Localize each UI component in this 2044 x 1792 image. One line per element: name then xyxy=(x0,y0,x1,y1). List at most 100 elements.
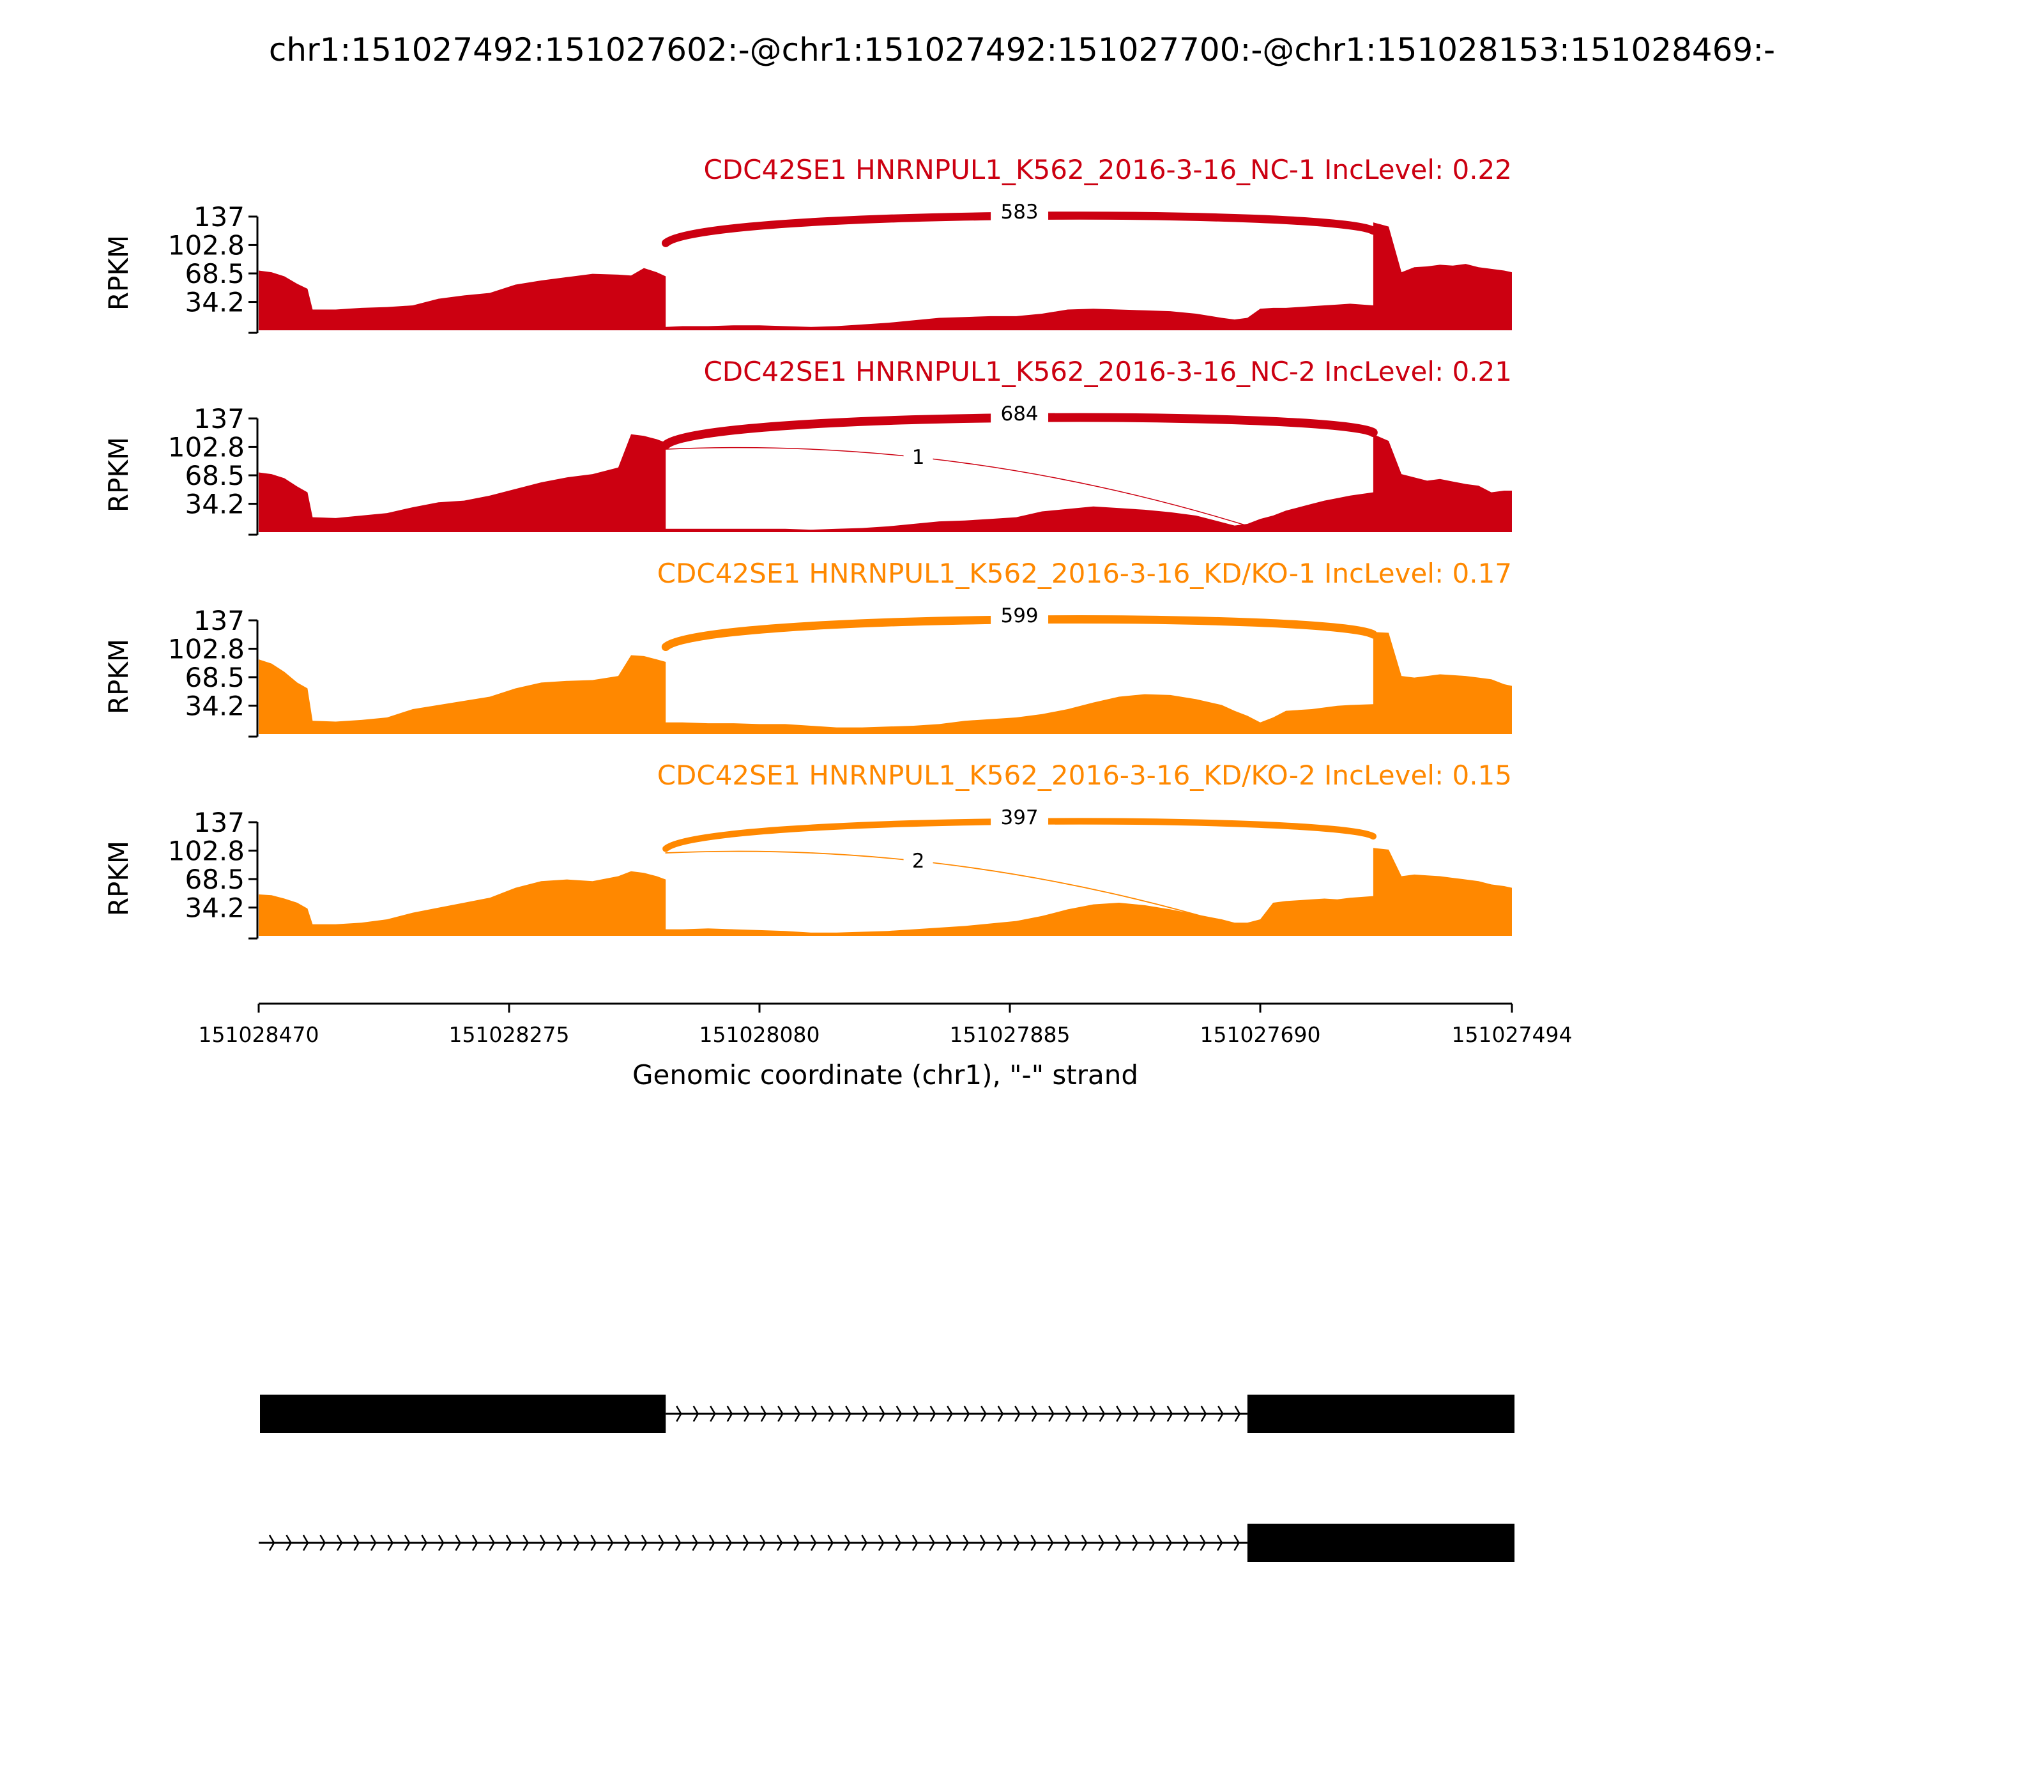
strand-arrow xyxy=(1013,1535,1020,1551)
isoform-2 xyxy=(259,1524,1515,1562)
strand-arrow xyxy=(302,1535,309,1551)
strand-arrow xyxy=(1014,1405,1021,1422)
y-tick-label: 137 xyxy=(194,807,245,838)
strand-arrow xyxy=(760,1405,767,1422)
strand-arrow xyxy=(710,1405,716,1422)
junction-label-bg xyxy=(991,807,1049,827)
strand-arrow xyxy=(336,1535,343,1551)
junction-arc xyxy=(665,447,1248,526)
strand-arrow xyxy=(692,1535,698,1551)
isoform-1 xyxy=(260,1395,1515,1433)
x-tick-label: 151028275 xyxy=(449,1022,570,1047)
strand-arrow xyxy=(675,1535,682,1551)
exon-block xyxy=(1247,1524,1515,1562)
strand-arrow xyxy=(997,1405,1004,1422)
junction-label-bg xyxy=(903,850,933,871)
strand-arrow xyxy=(522,1535,529,1551)
strand-arrow xyxy=(573,1535,580,1551)
strand-arrow xyxy=(556,1535,563,1551)
strand-arrow xyxy=(539,1535,546,1551)
strand-arrow xyxy=(759,1535,766,1551)
junction-count-label: 583 xyxy=(1000,201,1038,224)
strand-arrow xyxy=(895,1535,901,1551)
junction-label-bg xyxy=(991,403,1049,424)
strand-arrow xyxy=(979,1535,986,1551)
strand-arrow xyxy=(370,1535,377,1551)
y-tick-label: 137 xyxy=(194,403,245,434)
strand-arrow xyxy=(658,1535,664,1551)
junction-count-label: 599 xyxy=(1000,604,1038,627)
strand-arrow xyxy=(929,1405,936,1422)
strand-arrow xyxy=(896,1405,903,1422)
y-tick-label: 34.2 xyxy=(185,489,245,520)
y-tick-label: 68.5 xyxy=(185,460,245,491)
coverage-area-3 xyxy=(259,632,1512,734)
y-tick-label: 102.8 xyxy=(168,633,245,664)
strand-arrow xyxy=(744,1405,750,1422)
x-tick-label: 151027690 xyxy=(1200,1022,1321,1047)
strand-arrow xyxy=(776,1535,783,1551)
strand-arrow xyxy=(708,1535,715,1551)
strand-arrow xyxy=(1048,1405,1055,1422)
y-tick-label: 34.2 xyxy=(185,691,245,722)
strand-arrow xyxy=(471,1535,478,1551)
exon-block xyxy=(1247,1395,1515,1433)
strand-arrow xyxy=(879,1405,885,1422)
x-tick-label: 151028080 xyxy=(699,1022,820,1047)
x-axis-label: Genomic coordinate (chr1), "-" strand xyxy=(632,1059,1138,1091)
strand-arrow xyxy=(777,1405,784,1422)
coverage-area-4 xyxy=(259,848,1512,936)
x-axis: 151028470 151028275 151028080 151027885 1510… xyxy=(199,1002,1572,1047)
strand-arrow xyxy=(862,1405,869,1422)
strand-arrow xyxy=(692,1405,699,1422)
junction-label-bg xyxy=(991,605,1049,625)
strand-arrow xyxy=(505,1535,512,1551)
strand-arrow xyxy=(286,1535,292,1551)
strand-arrow xyxy=(641,1535,648,1551)
strand-arrow xyxy=(947,1405,953,1422)
y-tick-label: 68.5 xyxy=(185,864,245,895)
strand-arrow xyxy=(878,1535,885,1551)
strand-arrow xyxy=(793,1535,800,1551)
strand-arrow xyxy=(1184,1405,1190,1422)
strand-arrow xyxy=(1182,1535,1189,1551)
strand-arrow xyxy=(726,1405,733,1422)
y-tick-label: 137 xyxy=(194,201,245,233)
track-title-3: CDC42SE1 HNRNPUL1_K562_2016-3-16_KD/KO-1… xyxy=(657,558,1512,589)
strand-arrow xyxy=(319,1535,326,1551)
strand-arrow xyxy=(1030,1535,1037,1551)
junction-count-label: 684 xyxy=(1000,402,1038,425)
track-title-2: CDC42SE1 HNRNPUL1_K562_2016-3-16_NC-2 In… xyxy=(703,356,1512,387)
y-axis-label: RPKM xyxy=(103,841,134,916)
y-tick-label: 34.2 xyxy=(185,287,245,318)
strand-arrow xyxy=(1133,1405,1140,1422)
strand-arrow xyxy=(911,1535,919,1551)
strand-arrow xyxy=(913,1405,919,1422)
y-tick-label: 102.8 xyxy=(168,431,245,463)
y-tick-label: 102.8 xyxy=(168,835,245,866)
figure-title: chr1:151027492:151027602:-@chr1:15102749… xyxy=(269,31,1775,68)
strand-arrow xyxy=(1200,1535,1206,1551)
y-tick-label: 102.8 xyxy=(168,229,245,261)
strand-arrow xyxy=(1234,1405,1241,1422)
strand-arrow xyxy=(945,1535,952,1551)
y-axis-label: RPKM xyxy=(103,437,134,512)
junction-label-bg xyxy=(991,201,1049,222)
strand-arrow xyxy=(624,1535,630,1551)
strand-arrow xyxy=(1065,1405,1072,1422)
strand-arrow xyxy=(1031,1405,1038,1422)
strand-arrow xyxy=(1150,1405,1156,1422)
coverage-area-1 xyxy=(259,222,1512,330)
strand-arrow xyxy=(726,1535,732,1551)
strand-arrow xyxy=(607,1535,614,1551)
junction-arc xyxy=(665,850,1248,930)
x-tick-label: 151028470 xyxy=(199,1022,319,1047)
strand-arrow xyxy=(929,1535,935,1551)
strand-arrow xyxy=(980,1405,987,1422)
strand-arrow xyxy=(1082,1405,1088,1422)
junction-label-bg xyxy=(903,447,933,468)
